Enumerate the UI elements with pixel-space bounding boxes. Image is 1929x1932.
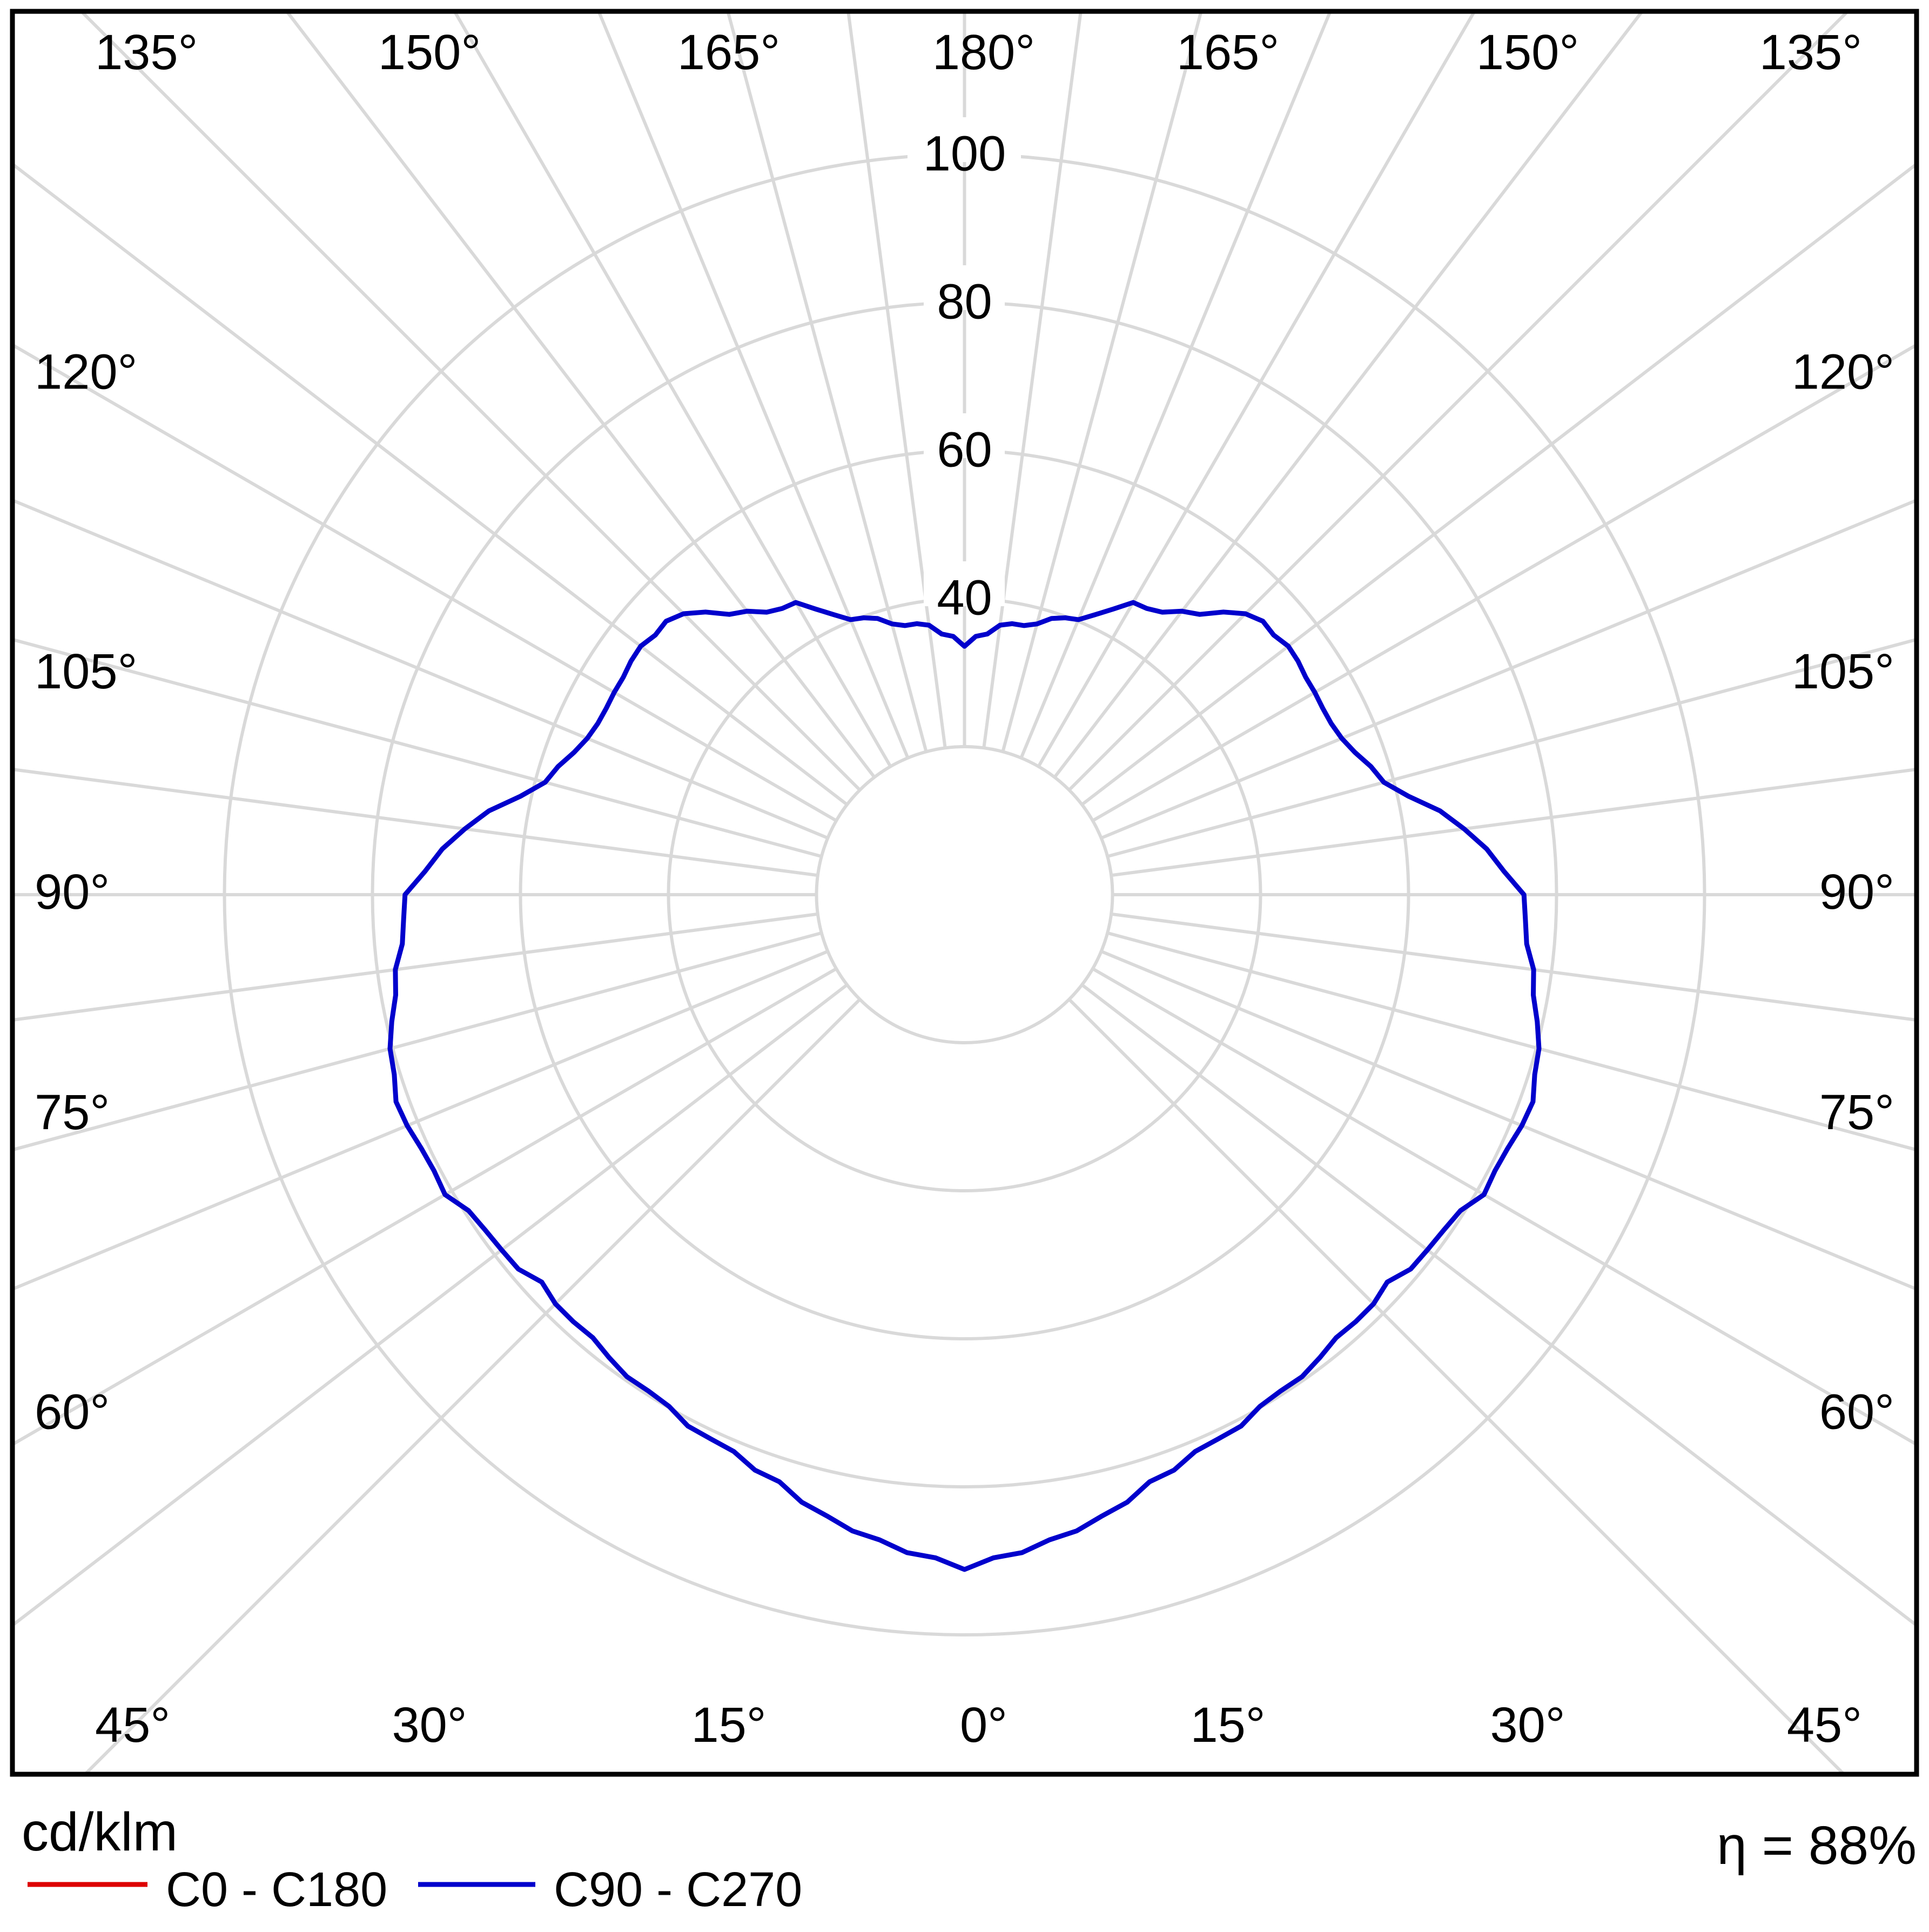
svg-text:80: 80 <box>937 274 992 329</box>
svg-text:0°: 0° <box>960 1698 1007 1753</box>
svg-text:30°: 30° <box>392 1698 467 1753</box>
svg-text:120°: 120° <box>1792 344 1894 399</box>
svg-text:45°: 45° <box>95 1698 170 1753</box>
svg-text:75°: 75° <box>35 1085 110 1140</box>
svg-text:60°: 60° <box>35 1385 110 1440</box>
svg-text:120°: 120° <box>35 344 137 399</box>
svg-text:90°: 90° <box>1819 864 1894 920</box>
svg-text:60°: 60° <box>1819 1385 1894 1440</box>
svg-text:40: 40 <box>937 570 992 625</box>
svg-text:60: 60 <box>937 422 992 477</box>
svg-text:90°: 90° <box>35 864 110 920</box>
svg-text:C90 - C270: C90 - C270 <box>554 1863 802 1917</box>
svg-text:165°: 165° <box>677 25 780 80</box>
svg-text:30°: 30° <box>1490 1698 1565 1753</box>
svg-text:100: 100 <box>923 126 1006 181</box>
svg-text:η = 88%: η = 88% <box>1717 1815 1917 1876</box>
svg-text:165°: 165° <box>1177 25 1279 80</box>
svg-text:180°: 180° <box>932 25 1035 80</box>
svg-text:135°: 135° <box>95 25 198 80</box>
svg-text:105°: 105° <box>35 644 137 699</box>
svg-text:135°: 135° <box>1759 25 1862 80</box>
svg-text:75°: 75° <box>1819 1085 1894 1140</box>
svg-text:cd/klm: cd/klm <box>22 1802 178 1862</box>
svg-text:C0 - C180: C0 - C180 <box>166 1863 387 1917</box>
svg-text:15°: 15° <box>691 1698 766 1753</box>
svg-text:105°: 105° <box>1792 644 1894 699</box>
svg-text:150°: 150° <box>378 25 481 80</box>
svg-text:15°: 15° <box>1190 1698 1265 1753</box>
svg-text:45°: 45° <box>1787 1698 1862 1753</box>
svg-text:150°: 150° <box>1476 25 1579 80</box>
